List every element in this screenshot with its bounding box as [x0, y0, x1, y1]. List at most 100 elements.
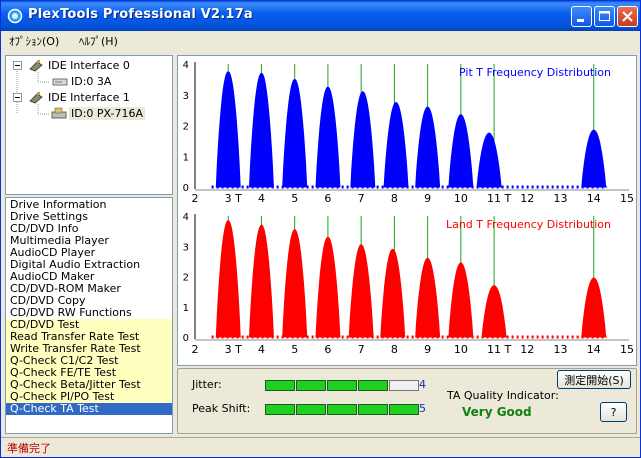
results-panel: Jitter: 4 Peak Shift: 5 TA Quality Indic…: [177, 368, 637, 434]
land-x-tick-label: 4: [258, 343, 265, 356]
peak-shift-meter: [265, 404, 419, 415]
pit-peak-3: [282, 78, 308, 188]
land-peak-8: [448, 262, 474, 338]
menu-help[interactable]: ﾍﾙﾌﾟ(H): [79, 35, 118, 48]
start-measurement-button[interactable]: 測定開始(S): [557, 370, 631, 389]
optical-drive-icon: [51, 107, 67, 119]
minus-icon: [15, 65, 20, 66]
menu-bar: ｵﾌﾟｼｮﾝ(O) ﾍﾙﾌﾟ(H): [1, 31, 640, 49]
list-item-qcheck-ta-test[interactable]: Q-Check TA Test: [6, 403, 172, 415]
land-peak-2: [248, 224, 274, 338]
land-x-tick-label: 9: [424, 343, 431, 356]
land-y-tick-label: 3: [183, 242, 189, 253]
land-y-tick-label: 2: [183, 273, 189, 284]
land-peak-7: [415, 257, 441, 338]
jitter-meter: [265, 380, 419, 391]
app-logo-icon: [7, 8, 23, 24]
pit-x-tick-label: 9: [424, 192, 431, 205]
jitter-meter-segment: [358, 380, 388, 391]
tree-interface-0-label[interactable]: IDE Interface 0: [48, 59, 130, 72]
peak-shift-meter-segment: [389, 404, 419, 415]
drive-icon: [52, 78, 68, 86]
list-item-cd-dvd-test[interactable]: CD/DVD Test: [6, 319, 172, 331]
list-item-qcheck-c1-c2-test[interactable]: Q-Check C1/C2 Test: [6, 355, 172, 367]
status-text: 準備完了: [7, 442, 51, 455]
list-item-cd-dvd-rw-functions[interactable]: CD/DVD RW Functions: [10, 306, 132, 319]
pit-x-tick-label: 2: [192, 192, 199, 205]
list-item-multimedia-player[interactable]: Multimedia Player: [10, 234, 109, 247]
pit-x-tick-label: 5: [291, 192, 298, 205]
list-item-cd-dvd-copy[interactable]: CD/DVD Copy: [10, 294, 86, 307]
list-item-drive-settings[interactable]: Drive Settings: [10, 210, 88, 223]
pit-x-tick-label: 13: [554, 192, 568, 205]
pit-chart-title: Pit T Frequency Distribution: [459, 66, 611, 79]
menu-options[interactable]: ｵﾌﾟｼｮﾝ(O): [9, 35, 60, 48]
peak-shift-value: 5: [419, 402, 426, 415]
list-item-digital-audio-extraction[interactable]: Digital Audio Extraction: [10, 258, 141, 271]
pit-peak-1: [215, 71, 241, 188]
land-x-tick-label: 11 T: [487, 343, 511, 356]
list-item-read-transfer-rate-test[interactable]: Read Transfer Rate Test: [6, 331, 172, 343]
jitter-value: 4: [419, 378, 426, 391]
list-item-cd-dvd-info[interactable]: CD/DVD Info: [10, 222, 79, 235]
tree-device-0-label[interactable]: ID:0 3A: [71, 75, 112, 88]
close-button[interactable]: [617, 6, 638, 27]
minimize-button[interactable]: [571, 6, 592, 27]
land-chart-title: Land T Frequency Distribution: [446, 218, 611, 231]
pit-y-tick-label: 3: [183, 91, 189, 102]
pit-x-tick-label: 10: [454, 192, 468, 205]
peak-shift-meter-segment: [327, 404, 357, 415]
close-icon: [622, 11, 633, 22]
jitter-meter-segment: [327, 380, 357, 391]
pit-x-tick-label: 3 T: [225, 192, 242, 205]
help-button[interactable]: ?: [600, 402, 627, 422]
pit-x-tick-label: 11 T: [487, 192, 511, 205]
list-item-audiocd-player[interactable]: AudioCD Player: [10, 246, 96, 259]
list-item-audiocd-maker[interactable]: AudioCD Maker: [10, 270, 95, 283]
list-item-cd-dvd-rom-maker[interactable]: CD/DVD-ROM Maker: [10, 282, 121, 295]
minus-icon: [15, 97, 20, 98]
land-x-tick-label: 7: [358, 343, 365, 356]
function-list: Drive Information Drive Settings CD/DVD …: [5, 197, 173, 434]
pit-peak-9: [476, 132, 502, 188]
jitter-meter-segment: [265, 380, 295, 391]
minimize-icon: [577, 19, 584, 22]
collapse-toggle-interface-1[interactable]: [13, 93, 22, 102]
list-item-qcheck-beta-jitter-test[interactable]: Q-Check Beta/Jitter Test: [6, 379, 172, 391]
pit-x-tick-label: 12: [520, 192, 534, 205]
land-y-tick-label: 1: [183, 303, 189, 314]
tree-interface-1-label[interactable]: IDE Interface 1: [48, 91, 130, 104]
ta-quality-label: TA Quality Indicator:: [447, 389, 559, 402]
land-peak-3: [282, 228, 308, 338]
land-x-tick-label: 13: [554, 343, 568, 356]
window-title: PlexTools Professional V2.17a: [28, 7, 253, 22]
status-bar: 準備完了: [1, 437, 640, 457]
tree-device-1-label-selected[interactable]: ID:0 PX-716A: [69, 107, 146, 120]
ta-quality-value: Very Good: [462, 405, 532, 419]
land-x-tick-label: 12: [520, 343, 534, 356]
collapse-toggle-interface-0[interactable]: [13, 61, 22, 70]
maximize-button[interactable]: [594, 6, 615, 27]
peak-shift-meter-segment: [358, 404, 388, 415]
pit-peak-7: [415, 106, 441, 188]
pit-x-tick-label: 15: [620, 192, 634, 205]
pit-x-tick-label: 8: [391, 192, 398, 205]
land-peak-5: [348, 244, 374, 338]
jitter-label: Jitter:: [192, 378, 222, 391]
pit-y-tick-label: 0: [183, 183, 189, 194]
pit-peak-8: [448, 114, 474, 188]
land-peak-9: [481, 285, 507, 338]
pit-x-tick-label: 7: [358, 192, 365, 205]
title-bar[interactable]: PlexTools Professional V2.17a: [1, 1, 640, 31]
land-peak-10: [581, 277, 607, 338]
land-x-tick-label: 6: [324, 343, 331, 356]
list-item-qcheck-fe-te-test[interactable]: Q-Check FE/TE Test: [6, 367, 172, 379]
list-item-qcheck-pi-po-test[interactable]: Q-Check PI/PO Test: [6, 391, 172, 403]
list-item-write-transfer-rate-test[interactable]: Write Transfer Rate Test: [6, 343, 172, 355]
peak-shift-label: Peak Shift:: [192, 402, 251, 415]
land-x-tick-label: 8: [391, 343, 398, 356]
ide-interface-icon: [29, 92, 43, 104]
list-item-drive-information[interactable]: Drive Information: [10, 198, 107, 211]
